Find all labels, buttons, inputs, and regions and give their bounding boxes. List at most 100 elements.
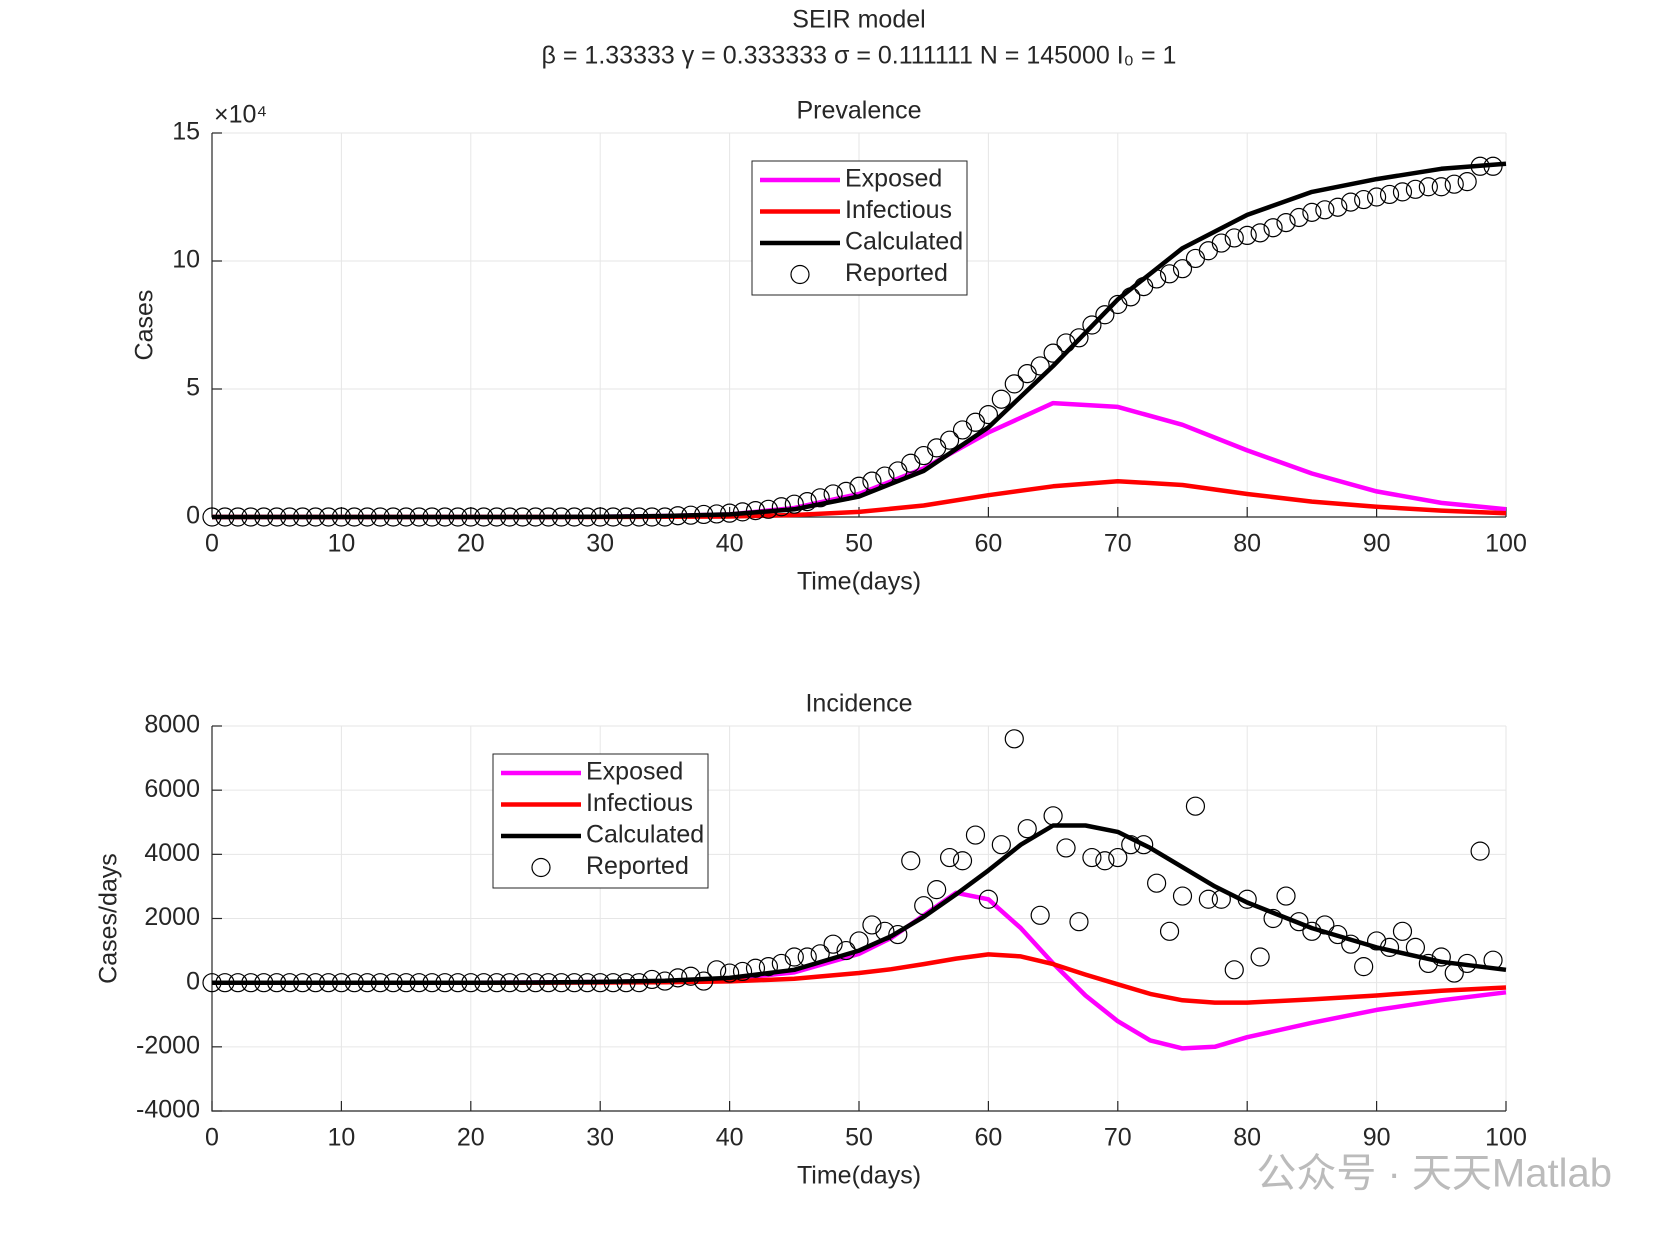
- reported-point: [512, 507, 533, 527]
- reported-point: [952, 851, 973, 871]
- reported-point: [1315, 200, 1335, 220]
- reported-point: [487, 507, 507, 527]
- reported-point: [1121, 287, 1141, 307]
- reported-point: [1457, 172, 1477, 192]
- y-tick-label: 4000: [144, 839, 200, 867]
- reported-point: [797, 492, 817, 512]
- reported-point: [1444, 174, 1464, 194]
- y-axis-label: Cases: [131, 290, 159, 361]
- legend-box: [751, 160, 968, 296]
- reported-point: [448, 973, 468, 993]
- reported-point: [525, 507, 546, 527]
- reported-point: [1069, 328, 1089, 348]
- reported-point: [1172, 886, 1193, 906]
- reported-point: [267, 973, 287, 993]
- reported-point: [1250, 223, 1270, 243]
- x-tick-label: 90: [1363, 530, 1391, 558]
- reported-point: [1263, 218, 1283, 238]
- reported-point: [241, 507, 261, 527]
- reported-point: [1431, 947, 1451, 967]
- y-axis-label: Cases/days: [95, 853, 123, 984]
- x-tick-label: 70: [1104, 1124, 1132, 1152]
- reported-point: [1418, 953, 1438, 974]
- reported-point: [875, 466, 895, 486]
- reported-point: [318, 973, 339, 993]
- reported-point: [590, 973, 610, 993]
- reported-point: [215, 507, 235, 527]
- reported-point: [396, 973, 416, 993]
- reported-point: [939, 430, 960, 450]
- reported-point: [228, 973, 248, 993]
- reported-point: [1030, 356, 1050, 376]
- x-tick-label: 10: [327, 530, 355, 558]
- reported-point: [305, 507, 326, 527]
- reported-point: [344, 507, 364, 527]
- reported-point: [383, 507, 403, 527]
- reported-point: [331, 507, 351, 527]
- reported-point: [564, 507, 584, 527]
- reported-point: [978, 889, 999, 909]
- x-tick-label: 70: [1104, 530, 1132, 558]
- reported-point: [1405, 937, 1426, 957]
- reported-point: [758, 957, 779, 977]
- reported-point: [616, 507, 636, 527]
- reported-point: [694, 971, 714, 991]
- reported-point: [1147, 269, 1167, 289]
- reported-point: [914, 896, 934, 916]
- reported-point: [784, 947, 804, 967]
- reported-point: [305, 973, 326, 993]
- legend-label: Exposed: [845, 165, 942, 193]
- reported-point: [849, 476, 869, 496]
- reported-point: [435, 507, 455, 527]
- x-tick-label: 40: [716, 530, 744, 558]
- reported-point: [1017, 819, 1037, 839]
- x-tick-label: 30: [586, 530, 614, 558]
- x-axis-label: Time(days): [797, 568, 921, 596]
- reported-point: [1483, 950, 1503, 970]
- reported-point: [719, 503, 740, 523]
- x-tick-label: 20: [457, 530, 485, 558]
- reported-point: [823, 484, 843, 504]
- axes-title: Prevalence: [796, 97, 921, 125]
- y-tick-label: 5: [186, 374, 200, 402]
- reported-point: [668, 506, 688, 526]
- y-tick-label: 8000: [144, 711, 200, 739]
- reported-point: [577, 507, 597, 527]
- legend-label: Exposed: [586, 758, 683, 786]
- x-tick-label: 30: [586, 1124, 614, 1152]
- reported-point: [461, 973, 481, 993]
- reported-point: [474, 507, 494, 527]
- reported-point: [1289, 912, 1309, 932]
- x-tick-label: 20: [457, 1124, 485, 1152]
- reported-point: [1315, 915, 1335, 935]
- reported-point: [810, 944, 830, 964]
- reported-point: [1405, 179, 1426, 199]
- figure-subtitle: β = 1.33333 γ = 0.333333 σ = 0.111111 N …: [542, 42, 1177, 70]
- legend-label: Reported: [845, 259, 948, 287]
- reported-point: [318, 507, 339, 527]
- reported-point: [1302, 202, 1322, 222]
- reported-point: [1095, 305, 1115, 325]
- reported-point: [1172, 259, 1193, 279]
- x-tick-label: 100: [1485, 530, 1527, 558]
- reported-point: [215, 973, 235, 993]
- reported-point: [1211, 889, 1231, 909]
- y-tick-label: 10: [172, 246, 200, 274]
- reported-point: [642, 507, 662, 527]
- reported-point: [1224, 228, 1244, 248]
- legend-label: Calculated: [586, 821, 704, 849]
- legend-label: Calculated: [845, 228, 963, 256]
- x-tick-label: 90: [1363, 1124, 1391, 1152]
- reported-point: [875, 921, 895, 941]
- reported-point: [1276, 886, 1296, 906]
- reported-point: [655, 971, 675, 991]
- reported-point: [616, 973, 636, 993]
- reported-point: [1341, 934, 1361, 954]
- reported-point: [1121, 835, 1141, 855]
- y-tick-label: -4000: [136, 1096, 200, 1124]
- y-tick-label: 6000: [144, 775, 200, 803]
- x-tick-label: 0: [205, 1124, 219, 1152]
- reported-point: [927, 880, 947, 900]
- reported-point: [1379, 937, 1400, 957]
